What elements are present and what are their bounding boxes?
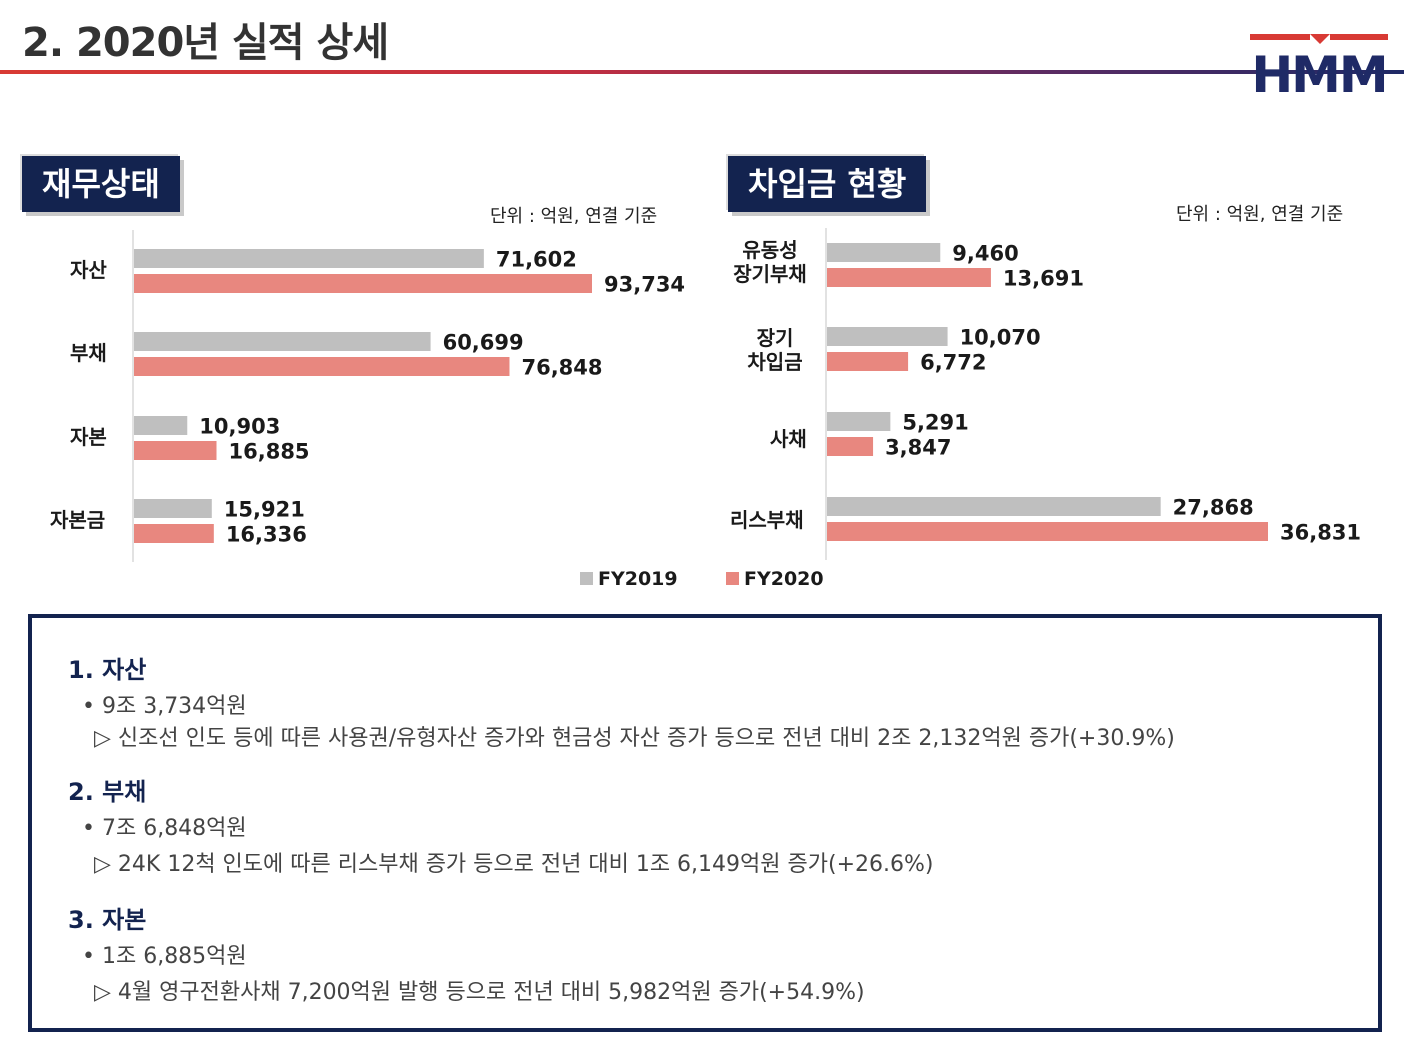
financial-category-label: 자본 <box>70 425 107 449</box>
financial-data-label: 76,848 <box>521 356 602 380</box>
borrowing-category-label: 장기 차입금 <box>740 326 810 374</box>
borrowing-bar-fy2020 <box>827 268 991 287</box>
borrowing-bar-fy2019 <box>827 243 941 262</box>
legend-fy2020: FY2020 <box>726 568 824 590</box>
borrowing-data-label: 27,868 <box>1173 496 1254 520</box>
financial-bar-fy2020 <box>134 274 592 293</box>
logo-red-stripe-right <box>1330 34 1388 40</box>
financial-data-label: 71,602 <box>496 248 577 272</box>
borrowing-data-label: 6,772 <box>920 351 986 375</box>
borrowing-bar-fy2020 <box>827 522 1268 541</box>
borrowing-data-label: 5,291 <box>902 411 968 435</box>
financial-bar-fy2019 <box>134 332 431 351</box>
summary-bullet-assets: • 9조 3,734억원 <box>82 694 247 719</box>
legend-fy2019: FY2019 <box>580 568 678 590</box>
borrowing-bar-fy2019 <box>827 412 891 431</box>
borrowing-data-label: 3,847 <box>885 436 951 460</box>
financial-data-label: 93,734 <box>604 273 685 297</box>
borrowing-category-line: 유동성 <box>742 238 798 262</box>
summary-bullet-equity: • 1조 6,885억원 <box>82 944 247 969</box>
logo-text: HMM <box>1251 46 1386 96</box>
borrowing-data-label: 13,691 <box>1003 267 1084 291</box>
legend-label-fy2019: FY2019 <box>598 568 678 590</box>
borrowing-data-label: 9,460 <box>952 242 1018 266</box>
legend-swatch-fy2020 <box>726 572 739 585</box>
financial-bar-fy2019 <box>134 416 188 435</box>
financial-data-label: 16,885 <box>229 440 310 464</box>
financial-unit-note: 단위 : 억원, 연결 기준 <box>490 206 658 227</box>
legend-label-fy2020: FY2020 <box>744 568 824 590</box>
borrowing-data-label: 36,831 <box>1280 521 1361 545</box>
financial-section-label: 재무상태 <box>22 156 180 212</box>
financial-bar-fy2019 <box>134 249 484 268</box>
financial-category-label: 자본금 <box>50 508 106 532</box>
header-divider <box>0 70 1404 74</box>
summary-heading-assets: 1. 자산 <box>68 656 147 684</box>
financial-bar-fy2020 <box>134 357 510 376</box>
borrowing-category-label: 리스부채 <box>730 508 804 532</box>
borrowing-section-label: 차입금 현황 <box>728 156 927 212</box>
borrowing-bar-fy2019 <box>827 327 948 346</box>
borrowing-category-label: 유동성 장기부채 <box>730 238 810 286</box>
borrowing-bar-fy2019 <box>827 497 1161 516</box>
financial-data-label: 16,336 <box>226 523 307 547</box>
logo-red-stripe-left <box>1250 34 1310 40</box>
summary-bullet-liabilities: • 7조 6,848억원 <box>82 816 247 841</box>
borrowing-data-label: 10,070 <box>960 326 1041 350</box>
borrowing-category-line: 차입금 <box>747 350 803 374</box>
summary-box: 1. 자산 • 9조 3,734억원 ▷ 신조선 인도 등에 따른 사용권/유형… <box>28 614 1382 1032</box>
financial-category-label: 부채 <box>70 341 107 365</box>
borrowing-bar-fy2020 <box>827 437 874 456</box>
financial-category-label: 자산 <box>70 258 107 282</box>
summary-detail-assets: ▷ 신조선 인도 등에 따른 사용권/유형자산 증가와 현금성 자산 증가 등으… <box>94 726 1175 751</box>
summary-detail-equity: ▷ 4월 영구전환사채 7,200억원 발행 등으로 전년 대비 5,982억원… <box>94 980 865 1005</box>
summary-heading-equity: 3. 자본 <box>68 906 147 934</box>
logo-red-chevron <box>1310 34 1330 44</box>
financial-bar-fy2020 <box>134 524 214 543</box>
financial-bar-fy2019 <box>134 499 212 518</box>
legend-swatch-fy2019 <box>580 572 593 585</box>
financial-bar-fy2020 <box>134 441 217 460</box>
financial-data-label: 60,699 <box>443 331 524 355</box>
page-title: 2. 2020년 실적 상세 <box>22 20 389 66</box>
financial-data-label: 15,921 <box>224 498 305 522</box>
borrowing-category-line: 장기 <box>756 326 794 350</box>
financial-bar-chart: 71,602 60,699 10,903 15,921 93,734 76,848 16,8… <box>132 228 1361 562</box>
borrowing-category-label: 사채 <box>770 427 807 451</box>
borrowing-category-line: 장기부채 <box>733 262 807 286</box>
hmm-logo: HMM <box>1250 34 1389 96</box>
borrowing-bar-fy2020 <box>827 352 909 371</box>
borrowing-unit-note: 단위 : 억원, 연결 기준 <box>1176 204 1344 225</box>
summary-detail-liabilities: ▷ 24K 12척 인도에 따른 리스부채 증가 등으로 전년 대비 1조 6,… <box>94 852 934 877</box>
summary-heading-liabilities: 2. 부채 <box>68 778 147 806</box>
financial-data-label: 10,903 <box>199 415 280 439</box>
